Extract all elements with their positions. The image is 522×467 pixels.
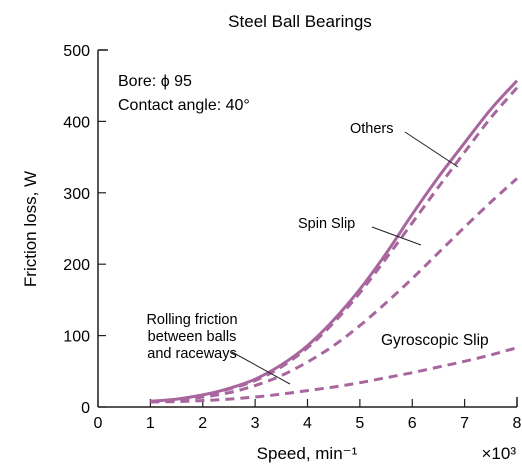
bore-annotation: Bore: ϕ 95 <box>118 73 192 90</box>
x-tick-label: 1 <box>146 415 155 432</box>
x-tick-label: 2 <box>198 415 207 432</box>
x-tick-label: 7 <box>460 415 469 432</box>
y-tick-label: 500 <box>63 43 90 60</box>
others-label: Others <box>350 121 394 137</box>
y-tick-label: 400 <box>63 114 90 131</box>
y-tick-label: 100 <box>63 329 90 346</box>
y-tick-label: 0 <box>81 400 90 417</box>
rolling-leader-line <box>231 351 291 385</box>
y-ticks: 0 100 200 300 400 500 <box>63 43 106 417</box>
y-tick-label: 300 <box>63 186 90 203</box>
contact-angle-annotation: Contact angle: 40° <box>118 97 250 114</box>
spin-slip-leader-line <box>371 226 422 246</box>
rolling-label-line-1: Rolling friction <box>146 312 237 328</box>
x-tick-label: 5 <box>355 415 364 432</box>
gyroscopic-slip-label: Gyroscopic Slip <box>381 332 489 349</box>
x-multiplier-label: ×10³ <box>482 444 517 463</box>
series-rolling-friction-between-balls-and-raceways-line <box>150 346 518 404</box>
rolling-label-line-3: and raceways <box>147 346 236 362</box>
x-tick-label: 8 <box>513 415 522 432</box>
rolling-label-line-2: between balls <box>148 329 237 345</box>
x-tick-label: 4 <box>303 415 312 432</box>
y-axis-label: Friction loss, W <box>21 171 40 287</box>
x-tick-label: 6 <box>408 415 417 432</box>
others-leader-line <box>404 131 459 168</box>
x-tick-label: 0 <box>94 415 103 432</box>
series-spin-slip-line <box>150 86 519 403</box>
x-tick-label: 3 <box>251 415 260 432</box>
x-axis-label: Speed, min⁻¹ <box>257 444 358 463</box>
spin-slip-label: Spin Slip <box>298 216 355 232</box>
callouts: Others Spin Slip Gyroscopic Slip Rolling… <box>146 121 489 385</box>
series-gyroscopic-slip-line <box>150 177 518 403</box>
y-tick-label: 200 <box>63 257 90 274</box>
chart-title: Steel Ball Bearings <box>228 12 372 31</box>
series-layer <box>150 79 519 404</box>
x-ticks: 0 1 2 3 4 5 6 7 8 <box>94 399 522 432</box>
